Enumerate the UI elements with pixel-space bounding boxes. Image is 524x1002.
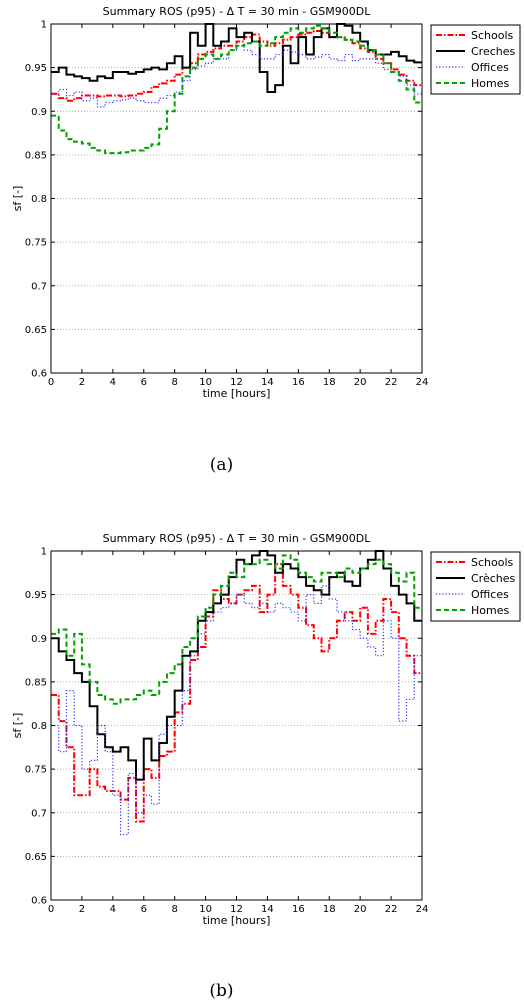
series-group — [51, 23, 422, 155]
y-tick-label: 0.85 — [25, 150, 47, 161]
series-line-schools — [51, 29, 422, 102]
x-tick-label: 14 — [261, 377, 274, 388]
x-tick-label: 2 — [79, 904, 85, 915]
x-tick-label: 10 — [199, 904, 212, 915]
x-tick-label: 16 — [292, 377, 305, 388]
legend-label: Homes — [471, 77, 509, 90]
chart-title: Summary ROS (p95) - Δ T = 30 min - GSM90… — [103, 5, 372, 18]
x-tick-label: 20 — [354, 904, 367, 915]
chart-title: Summary ROS (p95) - Δ T = 30 min - GSM90… — [103, 532, 372, 545]
panel-caption: (b) — [209, 981, 233, 1001]
y-tick-label: 0.65 — [25, 852, 47, 863]
x-tick-label: 24 — [416, 377, 429, 388]
x-tick-label: 6 — [141, 904, 147, 915]
y-tick-label: 0.8 — [31, 194, 47, 205]
series-group — [51, 550, 422, 836]
legend-label: Creches — [471, 45, 516, 58]
y-tick-label: 0.6 — [31, 369, 47, 380]
legend-label: Schools — [471, 29, 514, 42]
y-axis-label: sf [-] — [11, 713, 24, 739]
y-tick-label: 1 — [41, 547, 47, 558]
x-tick-label: 4 — [110, 904, 116, 915]
x-tick-label: 12 — [230, 377, 243, 388]
y-tick-label: 0.7 — [31, 808, 47, 819]
legend-label: Schools — [471, 556, 514, 569]
x-axis-label: time [hours] — [203, 387, 271, 400]
chart-panel-a: 0 2 4 6 8 10 12 14 16 18 20 22 240.60.650.70.750.80.… — [11, 5, 521, 475]
x-tick-label: 22 — [385, 377, 398, 388]
x-axis-label: time [hours] — [203, 914, 271, 927]
x-tick-label: 8 — [171, 377, 177, 388]
x-tick-label: 16 — [292, 904, 305, 915]
x-tick-label: 8 — [171, 904, 177, 915]
legend-label: Offices — [471, 588, 509, 601]
x-tick-label: 18 — [323, 904, 336, 915]
y-tick-label: 0.75 — [25, 765, 47, 776]
y-tick-label: 1 — [41, 20, 47, 31]
x-tick-label: 18 — [323, 377, 336, 388]
series-line-offices — [51, 45, 422, 108]
y-tick-label: 0.6 — [31, 896, 47, 907]
x-tick-label: 0 — [48, 377, 54, 388]
y-tick-label: 0.7 — [31, 281, 47, 292]
x-tick-label: 6 — [141, 377, 147, 388]
x-tick-label: 24 — [416, 904, 429, 915]
panel-caption: (a) — [210, 455, 233, 475]
y-tick-label: 0.75 — [25, 238, 47, 249]
y-axis-label: sf [-] — [11, 186, 24, 212]
y-tick-label: 0.9 — [31, 634, 47, 645]
x-tick-label: 12 — [230, 904, 243, 915]
y-tick-label: 0.8 — [31, 721, 47, 732]
y-tick-label: 0.95 — [25, 63, 47, 74]
x-tick-label: 22 — [385, 904, 398, 915]
legend-label: Homes — [471, 604, 509, 617]
legend: Schools Crèches Offices Homes — [430, 551, 521, 622]
x-tick-label: 2 — [79, 377, 85, 388]
chart-panel-b: 0 2 4 6 8 10 12 14 16 18 20 22 240.60.650.70.750.80.… — [11, 532, 521, 1001]
y-tick-label: 0.65 — [25, 325, 47, 336]
legend-label: Crèches — [471, 572, 516, 585]
x-tick-label: 4 — [110, 377, 116, 388]
series-line-offices — [51, 585, 422, 836]
series-line-schools — [51, 563, 422, 823]
x-tick-label: 10 — [199, 377, 212, 388]
y-tick-label: 0.85 — [25, 677, 47, 688]
series-line-crches — [51, 550, 422, 781]
x-tick-label: 20 — [354, 377, 367, 388]
x-tick-label: 0 — [48, 904, 54, 915]
legend-label: Offices — [471, 61, 509, 74]
series-line-creches — [51, 23, 422, 94]
x-tick-label: 14 — [261, 904, 274, 915]
legend: Schools Creches Offices Homes — [430, 24, 521, 95]
y-tick-label: 0.9 — [31, 107, 47, 118]
y-tick-label: 0.95 — [25, 590, 47, 601]
